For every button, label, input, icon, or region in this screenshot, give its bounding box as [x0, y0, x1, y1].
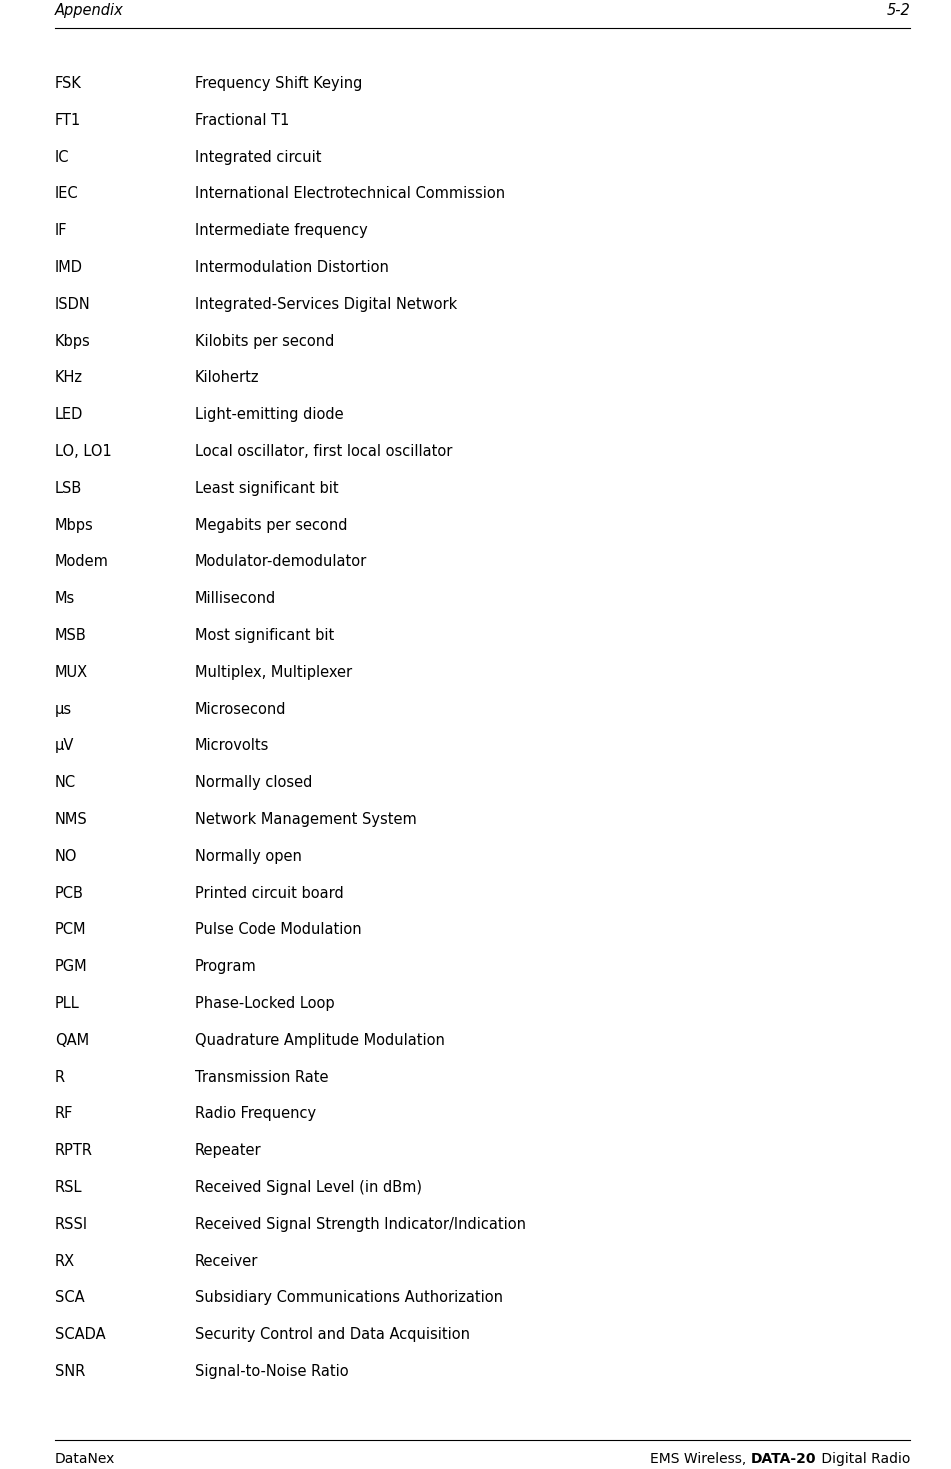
Text: KHz: KHz [55, 370, 83, 385]
Text: LO, LO1: LO, LO1 [55, 444, 112, 458]
Text: Signal-to-Noise Ratio: Signal-to-Noise Ratio [195, 1365, 349, 1379]
Text: International Electrotechnical Commission: International Electrotechnical Commissio… [195, 187, 505, 201]
Text: NC: NC [55, 776, 76, 790]
Text: LED: LED [55, 407, 84, 422]
Text: Modem: Modem [55, 554, 108, 570]
Text: Intermediate frequency: Intermediate frequency [195, 223, 368, 238]
Text: Megabits per second: Megabits per second [195, 517, 347, 533]
Text: SNR: SNR [55, 1365, 86, 1379]
Text: Kbps: Kbps [55, 333, 90, 348]
Text: PCM: PCM [55, 923, 87, 937]
Text: Integrated circuit: Integrated circuit [195, 150, 321, 165]
Text: Normally open: Normally open [195, 849, 301, 864]
Text: Subsidiary Communications Authorization: Subsidiary Communications Authorization [195, 1290, 503, 1306]
Text: DataNex: DataNex [55, 1451, 115, 1466]
Text: RSSI: RSSI [55, 1216, 88, 1232]
Text: Millisecond: Millisecond [195, 591, 276, 607]
Text: μV: μV [55, 739, 74, 754]
Text: RX: RX [55, 1253, 75, 1269]
Text: Mbps: Mbps [55, 517, 94, 533]
Text: Most significant bit: Most significant bit [195, 627, 334, 643]
Text: Light-emitting diode: Light-emitting diode [195, 407, 343, 422]
Text: IC: IC [55, 150, 69, 165]
Text: Intermodulation Distortion: Intermodulation Distortion [195, 260, 389, 275]
Text: RF: RF [55, 1106, 73, 1121]
Text: Appendix: Appendix [55, 3, 124, 18]
Text: Radio Frequency: Radio Frequency [195, 1106, 316, 1121]
Text: 5-2: 5-2 [886, 3, 910, 18]
Text: Microvolts: Microvolts [195, 739, 269, 754]
Text: Received Signal Level (in dBm): Received Signal Level (in dBm) [195, 1180, 422, 1196]
Text: Received Signal Strength Indicator/Indication: Received Signal Strength Indicator/Indic… [195, 1216, 526, 1232]
Text: Quadrature Amplitude Modulation: Quadrature Amplitude Modulation [195, 1033, 445, 1047]
Text: Printed circuit board: Printed circuit board [195, 886, 343, 900]
Text: ISDN: ISDN [55, 297, 90, 311]
Text: Multiplex, Multiplexer: Multiplex, Multiplexer [195, 665, 352, 680]
Text: Security Control and Data Acquisition: Security Control and Data Acquisition [195, 1328, 470, 1343]
Text: Phase-Locked Loop: Phase-Locked Loop [195, 996, 335, 1011]
Text: DATA-20: DATA-20 [751, 1451, 817, 1466]
Text: Digital Radio: Digital Radio [817, 1451, 910, 1466]
Text: FSK: FSK [55, 76, 82, 91]
Text: IEC: IEC [55, 187, 79, 201]
Text: PCB: PCB [55, 886, 84, 900]
Text: Kilohertz: Kilohertz [195, 370, 260, 385]
Text: Program: Program [195, 959, 257, 974]
Text: μs: μs [55, 702, 72, 717]
Text: RSL: RSL [55, 1180, 83, 1196]
Text: Modulator-demodulator: Modulator-demodulator [195, 554, 367, 570]
Text: Transmission Rate: Transmission Rate [195, 1069, 328, 1084]
Text: Frequency Shift Keying: Frequency Shift Keying [195, 76, 362, 91]
Text: Repeater: Repeater [195, 1143, 262, 1158]
Text: Local oscillator, first local oscillator: Local oscillator, first local oscillator [195, 444, 453, 458]
Text: SCA: SCA [55, 1290, 85, 1306]
Text: PGM: PGM [55, 959, 87, 974]
Text: Microsecond: Microsecond [195, 702, 286, 717]
Text: Ms: Ms [55, 591, 75, 607]
Text: Least significant bit: Least significant bit [195, 480, 339, 495]
Text: MSB: MSB [55, 627, 87, 643]
Text: Integrated-Services Digital Network: Integrated-Services Digital Network [195, 297, 457, 311]
Text: MUX: MUX [55, 665, 88, 680]
Text: Fractional T1: Fractional T1 [195, 113, 289, 128]
Text: EMS Wireless,: EMS Wireless, [650, 1451, 751, 1466]
Text: QAM: QAM [55, 1033, 89, 1047]
Text: RPTR: RPTR [55, 1143, 93, 1158]
Text: IF: IF [55, 223, 68, 238]
Text: Pulse Code Modulation: Pulse Code Modulation [195, 923, 361, 937]
Text: R: R [55, 1069, 65, 1084]
Text: NMS: NMS [55, 812, 87, 827]
Text: IMD: IMD [55, 260, 83, 275]
Text: Receiver: Receiver [195, 1253, 259, 1269]
Text: Network Management System: Network Management System [195, 812, 417, 827]
Text: LSB: LSB [55, 480, 82, 495]
Text: NO: NO [55, 849, 77, 864]
Text: Normally closed: Normally closed [195, 776, 312, 790]
Text: SCADA: SCADA [55, 1328, 106, 1343]
Text: PLL: PLL [55, 996, 80, 1011]
Text: Kilobits per second: Kilobits per second [195, 333, 335, 348]
Text: FT1: FT1 [55, 113, 81, 128]
